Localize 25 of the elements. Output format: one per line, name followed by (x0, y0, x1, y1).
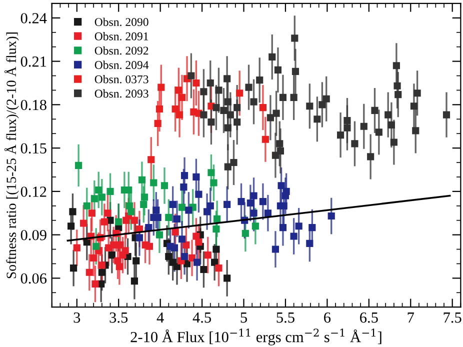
y-tick-label: 0.18 (20, 100, 46, 110)
y-tick-label: 0.09 (20, 230, 46, 240)
legend-label: Obsn. 2093 (94, 89, 148, 98)
x-tick-label: 5 (240, 312, 247, 323)
legend-label: Obsn. 2090 (94, 18, 148, 26)
y-tick-label: 0.06 (20, 273, 47, 284)
x-tick-label: 7 (408, 312, 414, 323)
x-tick-label: 4.5 (192, 312, 211, 323)
x-tick-label: 5.5 (276, 312, 294, 323)
x-tick-label: 3 (74, 312, 80, 323)
legend-label: Obsn. 2094 (94, 60, 149, 70)
y-tick-label: 0.12 (20, 186, 46, 197)
x-tick-label: 4 (156, 312, 164, 323)
x-tick-label: 6.5 (360, 312, 378, 323)
y-tick-label: 0.24 (20, 13, 47, 24)
y-tick-label: 0.15 (20, 143, 46, 154)
text: 2-10 Å Flux [10$^{−11}$ ergs cm$^{−2}$ s$^{−1}$ Å$^{−1}$] (130, 328, 382, 346)
legend-label: Obsn. 2092 (94, 46, 148, 55)
y-tick-label: 0.21 (20, 56, 46, 67)
x-tick-label: 6 (324, 312, 331, 323)
legend-label: Obsn. 0373 (94, 74, 148, 84)
x-tick-label: 7.5 (444, 312, 462, 323)
legend-label: Obsn. 2091 (94, 32, 148, 40)
x-tick-label: 3.5 (110, 312, 128, 323)
y-axis-title: Softness ratio [(15-25 Å flux)/(2-10 Å flux)] (4, 32, 19, 278)
